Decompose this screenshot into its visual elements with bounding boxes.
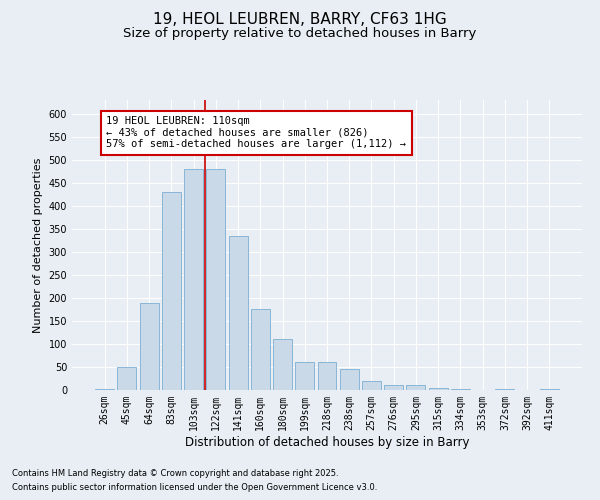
Text: Contains public sector information licensed under the Open Government Licence v3: Contains public sector information licen…: [12, 484, 377, 492]
Text: 19 HEOL LEUBREN: 110sqm
← 43% of detached houses are smaller (826)
57% of semi-d: 19 HEOL LEUBREN: 110sqm ← 43% of detache…: [106, 116, 406, 150]
Bar: [273, 340, 292, 390]
Bar: [162, 192, 181, 390]
Bar: [251, 310, 270, 390]
Bar: [406, 386, 425, 390]
X-axis label: Distribution of detached houses by size in Barry: Distribution of detached houses by size …: [185, 436, 469, 448]
Bar: [118, 367, 136, 390]
Bar: [295, 362, 314, 390]
Bar: [229, 236, 248, 390]
Bar: [451, 388, 470, 390]
Bar: [384, 386, 403, 390]
Bar: [206, 169, 225, 390]
Bar: [362, 381, 381, 390]
Y-axis label: Number of detached properties: Number of detached properties: [33, 158, 43, 332]
Bar: [95, 388, 114, 390]
Bar: [496, 389, 514, 390]
Text: Contains HM Land Registry data © Crown copyright and database right 2025.: Contains HM Land Registry data © Crown c…: [12, 468, 338, 477]
Text: 19, HEOL LEUBREN, BARRY, CF63 1HG: 19, HEOL LEUBREN, BARRY, CF63 1HG: [153, 12, 447, 28]
Bar: [140, 302, 158, 390]
Bar: [429, 388, 448, 390]
Bar: [317, 362, 337, 390]
Bar: [340, 370, 359, 390]
Bar: [540, 388, 559, 390]
Text: Size of property relative to detached houses in Barry: Size of property relative to detached ho…: [124, 28, 476, 40]
Bar: [184, 169, 203, 390]
